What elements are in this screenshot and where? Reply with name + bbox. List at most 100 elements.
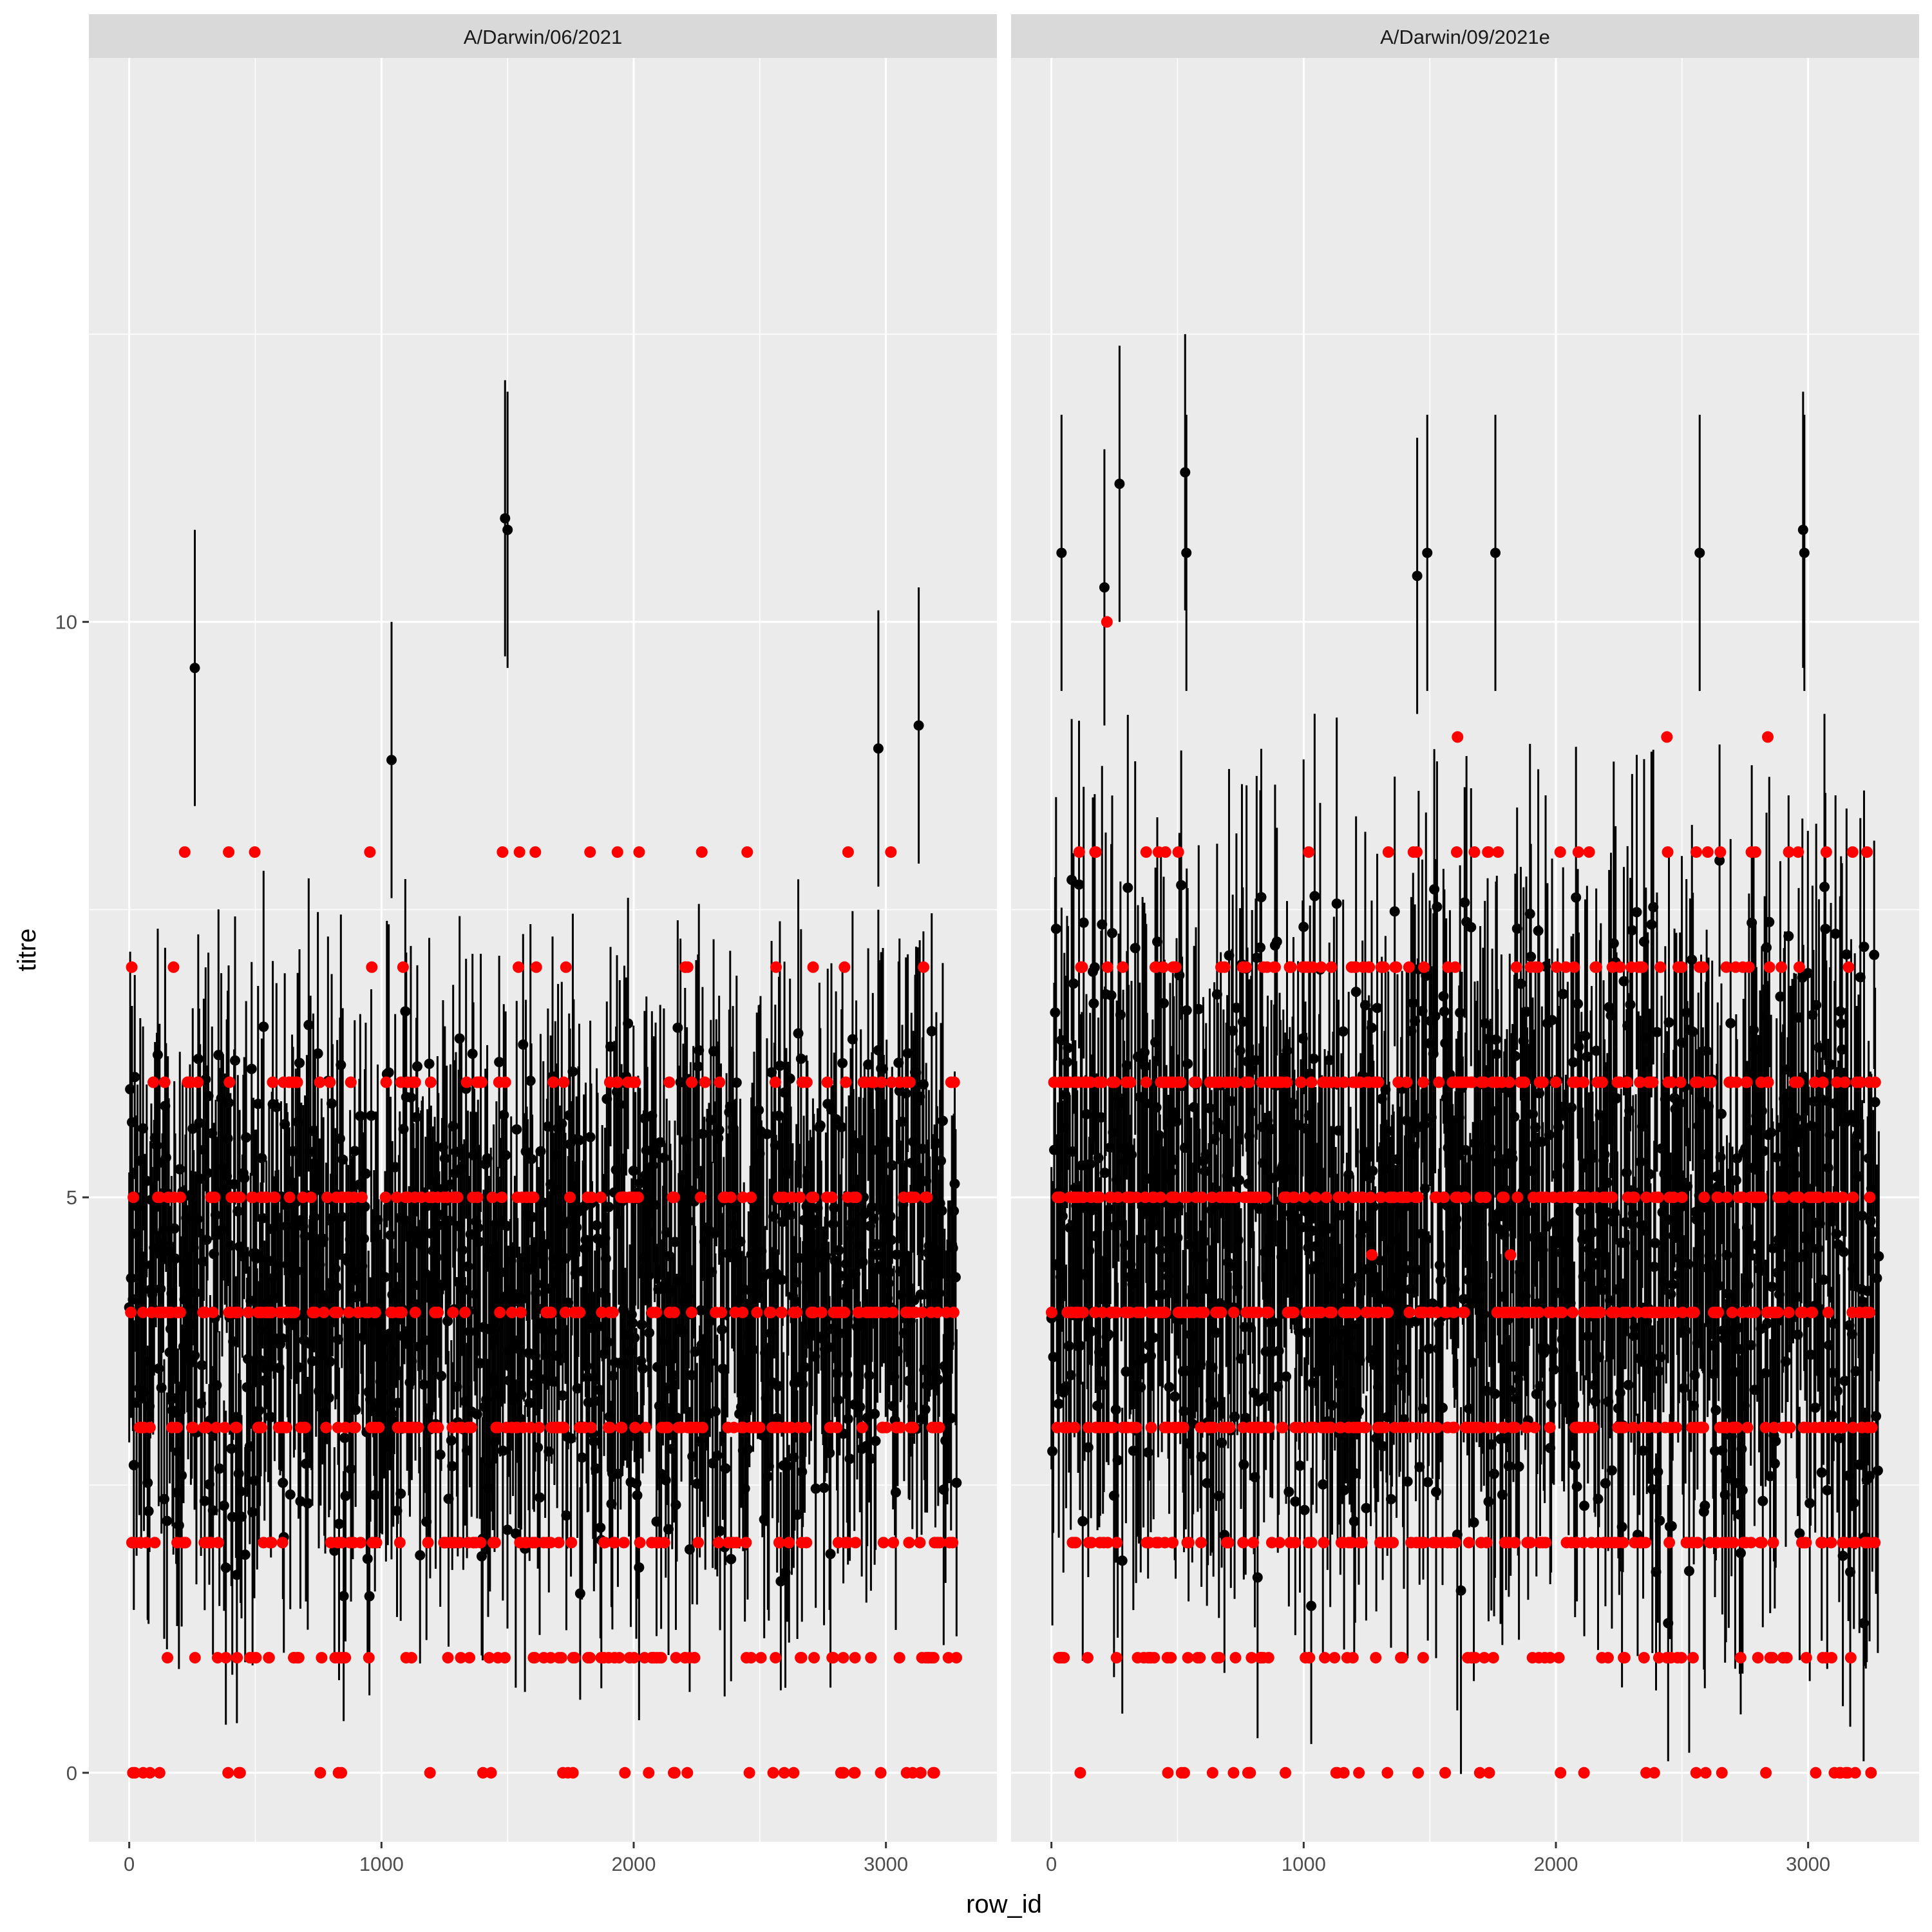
observed-point: [837, 1306, 849, 1318]
estimate-point: [1700, 1500, 1710, 1511]
estimate-point: [1468, 1517, 1479, 1528]
observed-point: [916, 1306, 928, 1318]
estimate-point: [1839, 1376, 1850, 1387]
estimate-point: [714, 1124, 724, 1135]
observed-point: [542, 1306, 554, 1318]
observed-point: [1108, 1306, 1120, 1318]
observed-point: [564, 1191, 576, 1204]
observed-point: [283, 1191, 296, 1204]
observed-point: [1422, 1421, 1434, 1434]
estimate-point: [1419, 1183, 1430, 1194]
observed-point: [1206, 1766, 1218, 1779]
observed-point: [453, 1421, 465, 1434]
observed-point: [1227, 1766, 1240, 1779]
estimate-point: [697, 1128, 708, 1139]
observed-point: [1743, 1306, 1756, 1318]
estimate-point: [873, 743, 884, 754]
observed-point: [424, 1766, 436, 1779]
observed-point: [1653, 1652, 1665, 1664]
observed-point: [1582, 1306, 1594, 1318]
observed-point: [1131, 1191, 1143, 1204]
observed-point: [1300, 1652, 1312, 1664]
observed-point: [1412, 1191, 1424, 1204]
estimate-point: [531, 1278, 542, 1289]
estimate-point: [1421, 971, 1432, 981]
estimate-point: [1068, 978, 1079, 989]
estimate-point: [576, 1452, 587, 1463]
estimate-point: [220, 1562, 231, 1573]
observed-point: [791, 1306, 803, 1318]
observed-point: [737, 1306, 749, 1318]
observed-point: [1470, 1421, 1482, 1434]
observed-point: [1072, 1191, 1084, 1204]
observed-point: [1529, 1421, 1541, 1434]
observed-point: [692, 1537, 705, 1549]
observed-point: [623, 1652, 636, 1664]
observed-point: [722, 1421, 734, 1434]
observed-point: [806, 1191, 818, 1204]
observed-point: [872, 1306, 884, 1318]
observed-point: [343, 1306, 355, 1318]
observed-point: [391, 1191, 403, 1204]
observed-point: [1202, 1421, 1215, 1434]
estimate-point: [1414, 1461, 1425, 1472]
observed-point: [598, 1537, 611, 1549]
observed-point: [370, 1537, 383, 1549]
observed-point: [1260, 1306, 1273, 1318]
observed-point: [424, 1076, 437, 1088]
observed-point: [1338, 1306, 1350, 1318]
observed-point: [652, 1537, 665, 1549]
estimate-point: [1296, 1222, 1307, 1233]
estimate-point: [239, 1173, 250, 1184]
observed-point: [1741, 1421, 1754, 1434]
observed-point: [788, 1766, 800, 1779]
observed-point: [1337, 1537, 1349, 1549]
estimate-point: [258, 1021, 269, 1032]
observed-point: [368, 1306, 381, 1318]
estimate-point: [1653, 1366, 1664, 1377]
observed-point: [1712, 1306, 1725, 1318]
estimate-point: [364, 1591, 375, 1602]
observed-point: [200, 1421, 213, 1434]
estimate-point: [1048, 1352, 1059, 1363]
observed-point: [914, 1766, 927, 1779]
observed-point: [614, 1421, 627, 1434]
observed-point: [737, 1191, 749, 1204]
observed-point: [1458, 1306, 1470, 1318]
estimate-point: [1350, 1468, 1361, 1479]
estimate-point: [663, 1524, 674, 1535]
estimate-point: [690, 1346, 701, 1357]
estimate-point: [1855, 972, 1866, 983]
estimate-point: [1121, 1060, 1132, 1071]
estimate-point: [926, 1026, 937, 1037]
estimate-point: [1845, 1566, 1856, 1577]
estimate-point: [1869, 949, 1880, 960]
estimate-point: [1569, 1460, 1580, 1471]
estimate-point: [207, 1505, 218, 1516]
estimate-point: [442, 1316, 453, 1327]
observed-point: [837, 1652, 849, 1664]
observed-point: [1439, 1306, 1452, 1318]
observed-point: [865, 1652, 877, 1664]
observed-point: [1864, 1191, 1876, 1204]
observed-point: [1385, 1191, 1397, 1204]
observed-point: [1288, 1191, 1300, 1204]
observed-point: [1412, 1766, 1425, 1779]
observed-point: [185, 1421, 198, 1434]
observed-point: [1141, 1537, 1153, 1549]
observed-point: [1788, 1191, 1801, 1204]
observed-point: [584, 846, 596, 858]
observed-point: [137, 1766, 149, 1779]
observed-point: [500, 1421, 513, 1434]
estimate-point: [1760, 1368, 1771, 1379]
observed-point: [933, 1421, 945, 1434]
observed-point: [1341, 1652, 1353, 1664]
observed-point: [1587, 1421, 1599, 1434]
observed-point: [189, 1652, 201, 1664]
observed-point: [363, 1652, 375, 1664]
observed-point: [1242, 1766, 1254, 1779]
observed-point: [1496, 1191, 1508, 1204]
observed-point: [699, 1076, 711, 1088]
estimate-point: [915, 1289, 926, 1300]
estimate-point: [1606, 1465, 1617, 1476]
